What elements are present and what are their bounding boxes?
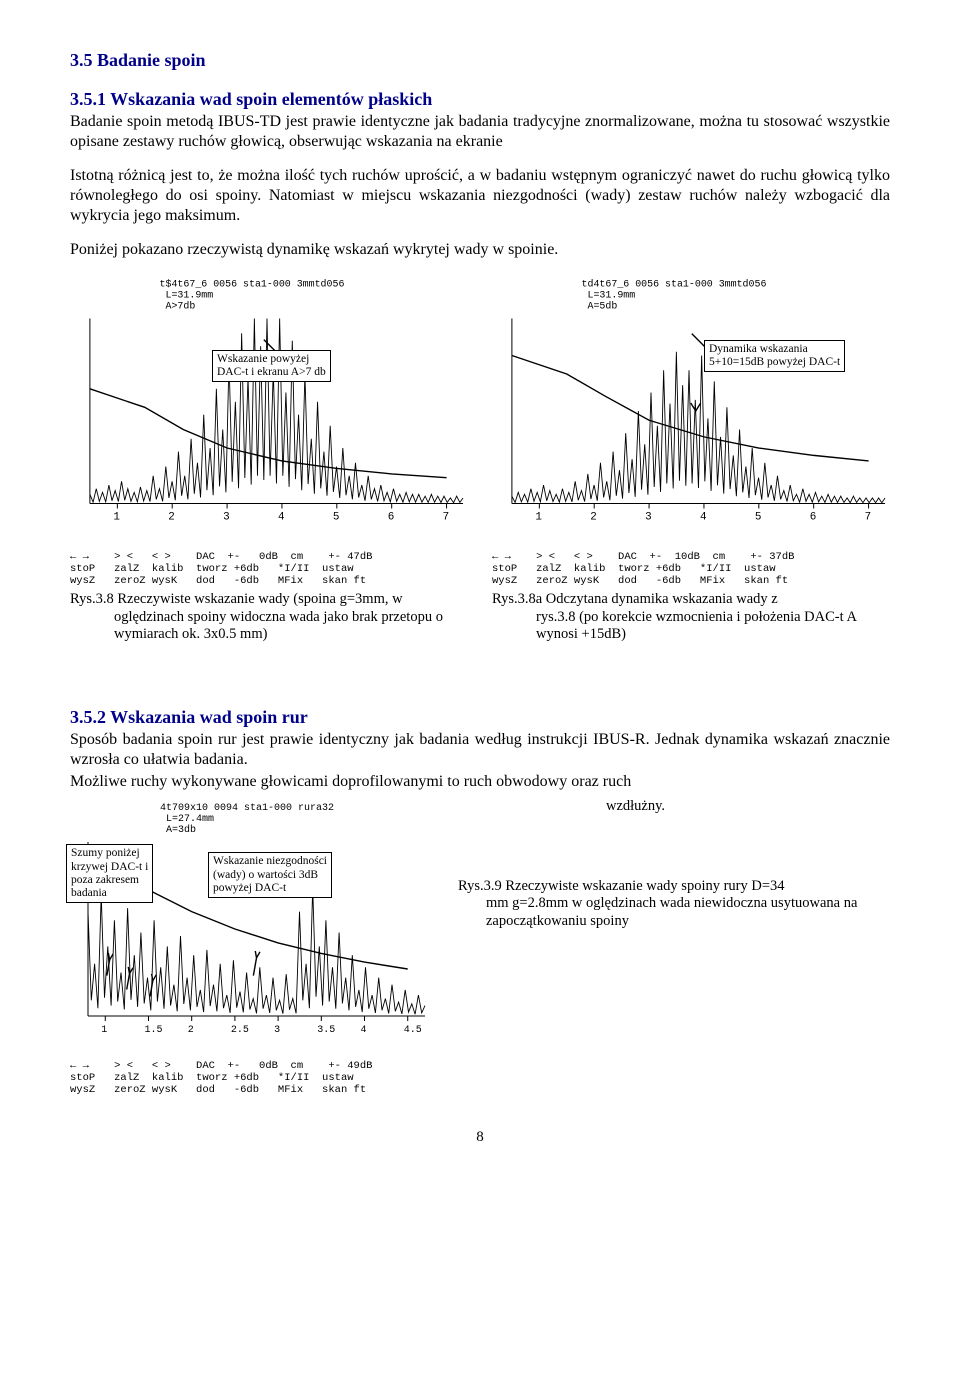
paragraph-2: Istotną różnicą jest to, że można ilość … <box>70 166 890 226</box>
svg-text:1.5: 1.5 <box>144 1025 162 1036</box>
paragraph-4: Sposób badania spoin rur jest prawie ide… <box>70 730 890 770</box>
svg-text:5: 5 <box>333 511 340 523</box>
svg-text:2: 2 <box>168 511 175 523</box>
caption-3-9-line2: mm g=2.8mm w oględzinach wada niewidoczn… <box>458 895 890 930</box>
chart-3-9-svg: 4t709x10 0094 sta1-000 rura32 L=27.4mm A… <box>70 798 430 1058</box>
svg-text:4: 4 <box>700 511 707 523</box>
params-3-8a: ← → > < < > DAC +- 10dB cm +- 37dB stoP … <box>492 551 890 587</box>
svg-text:4: 4 <box>361 1025 367 1036</box>
svg-text:1: 1 <box>101 1025 107 1036</box>
figures-row-3-8: t$4t67_6 0056 sta1-000 3mmtd056 L=31.9mm… <box>70 274 890 643</box>
svg-text:2.5: 2.5 <box>231 1025 249 1036</box>
svg-text:4: 4 <box>278 511 285 523</box>
section-heading: 3.5 Badanie spoin <box>70 50 890 71</box>
params-3-9: ← → > < < > DAC +- 0dB cm +- 49dB stoP z… <box>70 1060 430 1096</box>
svg-text:4.5: 4.5 <box>404 1025 422 1036</box>
page-number: 8 <box>70 1129 890 1146</box>
annotation-3-8a: Dynamika wskazania 5+10=15dB powyżej DAC… <box>704 340 845 372</box>
annotation-3-9-left: Szumy poniżej krzywej DAC-t i poza zakre… <box>66 844 153 903</box>
svg-text:6: 6 <box>388 511 395 523</box>
svg-text:2: 2 <box>188 1025 194 1036</box>
annotation-3-9-right-text: Wskazanie niezgodności (wady) o wartości… <box>213 855 327 893</box>
paragraph-3: Poniżej pokazano rzeczywistą dynamikę ws… <box>70 240 890 260</box>
figure-3-9-row: 4t709x10 0094 sta1-000 rura32 L=27.4mm A… <box>70 798 890 1096</box>
annotation-3-9-left-text: Szumy poniżej krzywej DAC-t i poza zakre… <box>71 847 148 899</box>
figure-3-9: 4t709x10 0094 sta1-000 rura32 L=27.4mm A… <box>70 798 430 1096</box>
svg-text:1: 1 <box>113 511 120 523</box>
svg-text:td4t67_6 0056 sta1-000 3mmtd05: td4t67_6 0056 sta1-000 3mmtd056 L=31.9mm… <box>582 279 767 312</box>
svg-text:3: 3 <box>223 511 230 523</box>
annotation-3-8a-text: Dynamika wskazania 5+10=15dB powyżej DAC… <box>709 343 840 368</box>
svg-text:5: 5 <box>755 511 762 523</box>
paragraph-5: Możliwe ruchy wykonywane głowicami dopro… <box>70 772 890 792</box>
subsection-heading-1: 3.5.1 Wskazania wad spoin elementów płas… <box>70 89 890 110</box>
svg-text:t$4t67_6 0056 sta1-000 3mmtd05: t$4t67_6 0056 sta1-000 3mmtd056 L=31.9mm… <box>160 279 345 312</box>
svg-text:3.5: 3.5 <box>317 1025 335 1036</box>
subsection-heading-2: 3.5.2 Wskazania wad spoin rur <box>70 707 890 728</box>
svg-text:2: 2 <box>590 511 597 523</box>
svg-text:1: 1 <box>535 511 542 523</box>
chart-3-8a-svg: td4t67_6 0056 sta1-000 3mmtd056 L=31.9mm… <box>492 274 890 549</box>
paragraph-1: Badanie spoin metodą IBUS-TD jest prawie… <box>70 112 890 152</box>
caption-3-8: Rys.3.8 Rzeczywiste wskazanie wady (spoi… <box>70 591 468 643</box>
caption-3-8a-line2: rys.3.8 (po korekcie wzmocnienia i położ… <box>492 609 890 644</box>
figure-3-9-text-col: wzdłużny. Rys.3.9 Rzeczywiste wskazanie … <box>458 798 890 930</box>
chart-3-8-svg: t$4t67_6 0056 sta1-000 3mmtd056 L=31.9mm… <box>70 274 468 549</box>
svg-text:7: 7 <box>443 511 450 523</box>
caption-3-8-line2: oględzinach spoiny widoczna wada jako br… <box>70 609 468 644</box>
caption-3-9: Rys.3.9 Rzeczywiste wskazanie wady spoin… <box>458 878 890 930</box>
annotation-3-8: Wskazanie powyżej DAC-t i ekranu A>7 db <box>212 350 331 382</box>
params-3-8: ← → > < < > DAC +- 0dB cm +- 47dB stoP z… <box>70 551 468 587</box>
figure-3-8: t$4t67_6 0056 sta1-000 3mmtd056 L=31.9mm… <box>70 274 468 643</box>
caption-3-8-line1: Rys.3.8 Rzeczywiste wskazanie wady (spoi… <box>70 591 403 607</box>
annotation-3-9-right: Wskazanie niezgodności (wady) o wartości… <box>208 852 332 898</box>
para5-tail: wzdłużny. <box>606 798 890 815</box>
svg-text:3: 3 <box>645 511 652 523</box>
figure-3-8a: td4t67_6 0056 sta1-000 3mmtd056 L=31.9mm… <box>492 274 890 643</box>
svg-text:6: 6 <box>810 511 817 523</box>
svg-text:7: 7 <box>865 511 872 523</box>
annotation-3-8-text: Wskazanie powyżej DAC-t i ekranu A>7 db <box>217 353 326 378</box>
svg-text:4t709x10 0094 sta1-000 rura32: 4t709x10 0094 sta1-000 rura32 L=27.4mm A… <box>160 803 334 836</box>
caption-3-9-line1: Rys.3.9 Rzeczywiste wskazanie wady spoin… <box>458 878 785 894</box>
caption-3-8a-line1: Rys.3.8a Odczytana dynamika wskazania wa… <box>492 591 778 607</box>
svg-text:3: 3 <box>274 1025 280 1036</box>
caption-3-8a: Rys.3.8a Odczytana dynamika wskazania wa… <box>492 591 890 643</box>
